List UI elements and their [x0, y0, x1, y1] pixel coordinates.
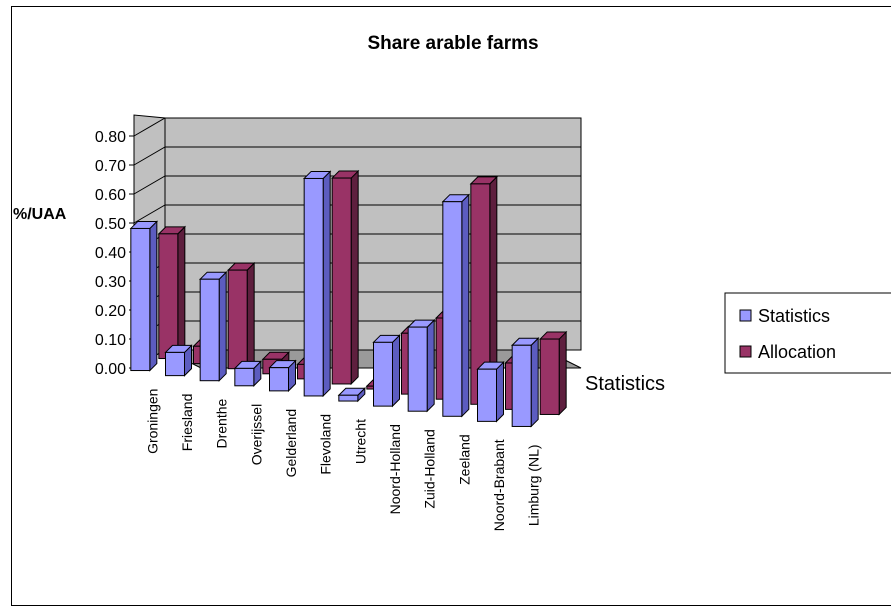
depth-axis-title: Statistics — [585, 373, 665, 395]
bar-front — [511, 344, 532, 427]
x-tick-label: Flevoland — [318, 414, 334, 475]
y-tick-label: 0.70 — [95, 158, 126, 175]
bar-allocation-flevoland — [330, 169, 360, 386]
bar-side — [558, 330, 567, 416]
x-tick-label: Zuid-Holland — [422, 429, 438, 508]
bar-side — [177, 225, 186, 360]
bar-side — [350, 169, 359, 386]
bar-front — [303, 177, 324, 397]
y-tick-label: 0.20 — [95, 303, 126, 320]
bar-allocation-limburg-nl- — [538, 330, 568, 416]
y-tick-labels: 0.00 0.10 0.20 0.30 0.40 0.50 0.60 0.70 0.80 — [95, 129, 126, 378]
y-tick-label: 0.40 — [95, 245, 126, 262]
y-tick-label: 0.80 — [95, 129, 126, 146]
bar-front — [234, 367, 255, 387]
bar-allocation-zeeland — [469, 175, 499, 406]
bar-front — [199, 278, 220, 382]
x-tick-label: Noord-Holland — [387, 424, 403, 514]
bar-statistics-zuid-holland — [406, 318, 436, 413]
bar-front — [407, 326, 428, 412]
bar-allocation-drenthe — [226, 261, 256, 370]
x-tick-label: Zeeland — [456, 434, 472, 485]
bar-front — [539, 338, 560, 415]
bar-front — [269, 367, 289, 392]
y-tick-label: 0.00 — [95, 361, 126, 378]
gridline — [133, 175, 581, 195]
y-tick-label: 0.30 — [95, 274, 126, 291]
bar-side — [392, 334, 400, 408]
bar-front — [165, 351, 185, 377]
legend-label-allocation: Allocation — [758, 342, 836, 362]
bar-front — [130, 227, 151, 372]
bar-side — [461, 193, 470, 418]
bar-statistics-noord-brabant — [476, 360, 505, 423]
bar-front — [331, 177, 352, 385]
bar-statistics-friesland — [164, 344, 193, 377]
bars — [129, 169, 568, 428]
bar-statistics-flevoland — [302, 170, 332, 398]
bar-front — [442, 201, 463, 417]
y-tick-label: 0.50 — [95, 216, 126, 233]
bar-allocation-groningen — [157, 225, 187, 360]
bar-side — [530, 337, 539, 428]
legend-swatch-statistics — [739, 309, 752, 322]
x-tick-label: Gelderland — [283, 409, 299, 478]
bar-side — [149, 220, 158, 372]
bar-statistics-zeeland — [441, 193, 471, 418]
x-tick-labels: Groningen Friesland Drenthe Overijssel Gelde… — [144, 389, 541, 532]
chart-title: Share arable farms — [367, 33, 538, 54]
bar-front — [338, 394, 359, 402]
bar-statistics-overijssel — [233, 360, 263, 387]
legend: Statistics Allocation — [724, 292, 891, 374]
legend-swatch-allocation — [739, 345, 752, 358]
bar-side — [496, 360, 504, 423]
bar-front — [373, 341, 393, 407]
x-tick-label: Friesland — [179, 394, 195, 452]
bar-side — [322, 170, 331, 398]
y-tick-label: 0.10 — [95, 332, 126, 349]
gridline — [133, 146, 581, 166]
bar-statistics-limburg-nl- — [510, 337, 540, 428]
bar-side — [426, 318, 435, 413]
x-tick-label: Limburg (NL) — [526, 444, 542, 526]
bar-statistics-drenthe — [198, 271, 228, 382]
x-tick-label: Groningen — [144, 389, 160, 454]
chart: 0.00 0.10 0.20 0.30 0.40 0.50 0.60 0.70 0.80 Gro… — [13, 33, 891, 532]
bar-statistics-utrecht — [337, 387, 367, 403]
legend-label-statistics: Statistics — [758, 306, 830, 326]
x-tick-label: Noord-Brabant — [491, 439, 507, 531]
x-tick-label: Utrecht — [352, 419, 368, 464]
y-axis-title: %/UAA — [13, 206, 67, 223]
bar-statistics-groningen — [129, 220, 159, 372]
bar-front — [227, 269, 248, 370]
bar-statistics-noord-holland — [372, 334, 401, 408]
x-tick-label: Overijssel — [248, 404, 264, 465]
bar-front — [158, 233, 179, 360]
legend-box — [724, 292, 891, 374]
y-tick-label: 0.60 — [95, 187, 126, 204]
bar-side — [246, 261, 255, 370]
bar-front — [477, 368, 497, 422]
gridline — [133, 117, 581, 137]
x-tick-label: Drenthe — [214, 399, 230, 449]
bar-side — [218, 271, 227, 382]
bar-statistics-gelderland — [268, 359, 297, 393]
